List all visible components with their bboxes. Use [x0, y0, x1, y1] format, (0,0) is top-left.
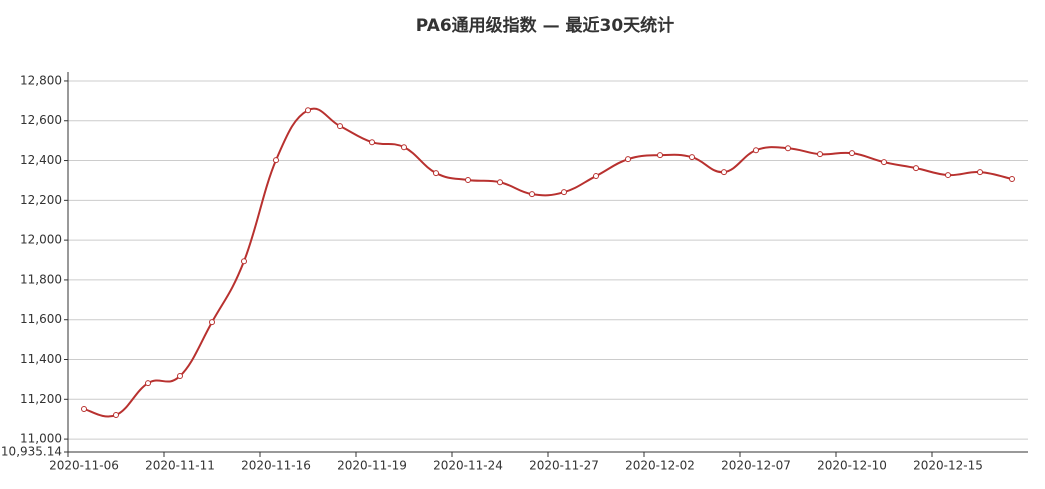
- y-tick-label: 10,935.14: [1, 445, 62, 459]
- x-tick-label: 2020-11-11: [145, 459, 215, 473]
- point: [913, 165, 919, 172]
- point: [849, 150, 855, 157]
- point: [465, 177, 471, 184]
- point: [593, 173, 599, 180]
- y-tick-label: 11,800: [20, 272, 62, 286]
- point: [209, 319, 215, 326]
- point: [305, 107, 311, 114]
- x-tick-label: 2020-12-10: [817, 459, 887, 473]
- point: [177, 373, 183, 380]
- x-tick-label: 2020-11-19: [337, 459, 407, 473]
- x-tick-label: 2020-11-27: [529, 459, 599, 473]
- point: [145, 380, 151, 387]
- point: [753, 147, 759, 154]
- y-tick-label: 12,400: [20, 153, 62, 167]
- point: [529, 191, 535, 198]
- point: [241, 258, 247, 265]
- x-tick-label: 2020-11-16: [241, 459, 311, 473]
- point: [497, 179, 503, 186]
- y-tick-label: 11,400: [20, 352, 62, 366]
- x-tick-label: 2020-12-15: [913, 459, 983, 473]
- point: [113, 412, 119, 419]
- point: [337, 123, 343, 130]
- x-tick-label: 2020-11-06: [49, 459, 119, 473]
- y-tick-label: 12,800: [20, 73, 62, 87]
- chart-title: PA6通用级指数 — 最近30天统计: [416, 15, 674, 36]
- point: [721, 169, 727, 176]
- x-tick-label: 2020-11-24: [433, 459, 503, 473]
- line: [83, 107, 1013, 418]
- point: [945, 172, 951, 179]
- y-tick-label: 12,000: [20, 233, 62, 247]
- y-tick-label: 11,000: [20, 432, 62, 446]
- point: [561, 189, 567, 196]
- point: [881, 159, 887, 166]
- x-tick-label: 2020-12-07: [721, 459, 791, 473]
- y-tick-label: 11,200: [20, 392, 62, 406]
- x-tick-label: 2020-12-02: [625, 459, 695, 473]
- point: [1009, 176, 1015, 183]
- point: [977, 169, 983, 176]
- point: [785, 145, 791, 152]
- point: [401, 144, 407, 151]
- point: [689, 154, 695, 161]
- point: [273, 157, 279, 164]
- point: [625, 156, 631, 163]
- y-tick-label: 12,600: [20, 113, 62, 127]
- point: [817, 151, 823, 158]
- point: [369, 139, 375, 146]
- point: [433, 170, 439, 177]
- y-tick-label: 12,200: [20, 193, 62, 207]
- y-tick-label: 11,600: [20, 312, 62, 326]
- point: [657, 152, 663, 159]
- point: [81, 406, 87, 413]
